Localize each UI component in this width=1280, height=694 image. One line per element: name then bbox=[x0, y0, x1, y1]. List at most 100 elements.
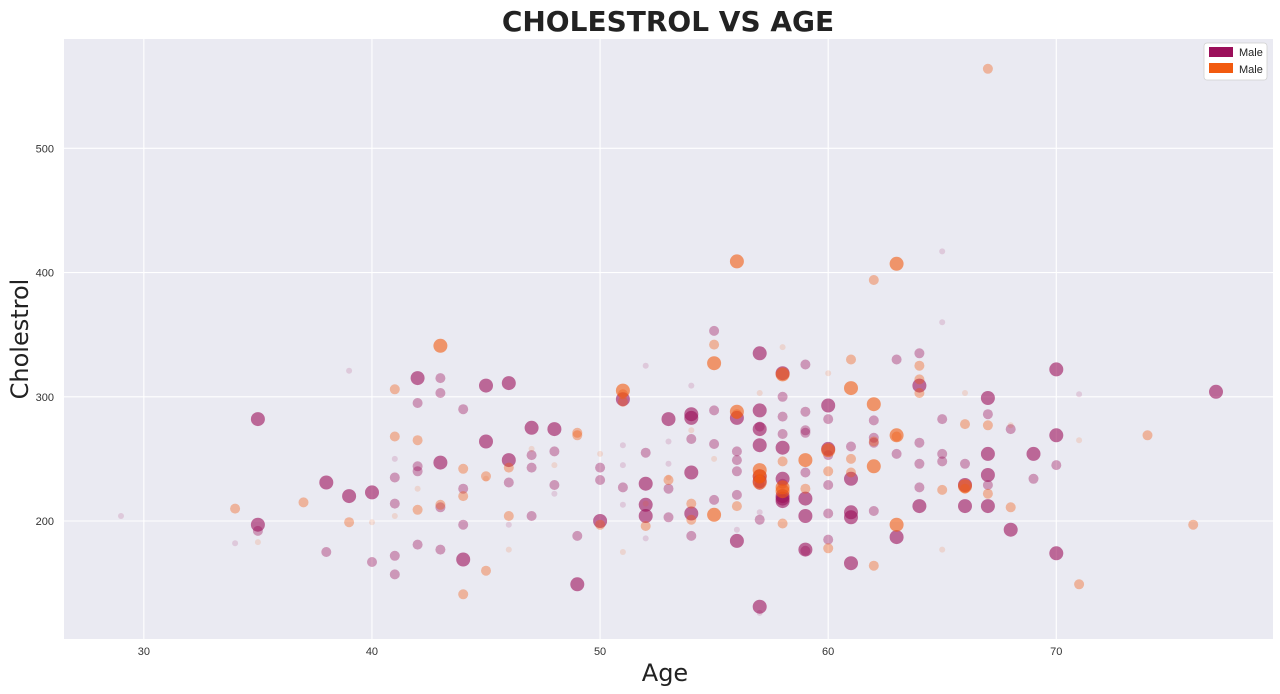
data-point bbox=[593, 514, 608, 528]
data-point bbox=[595, 519, 606, 530]
data-point bbox=[937, 456, 948, 467]
data-point bbox=[889, 256, 904, 271]
data-point bbox=[617, 389, 628, 400]
data-point bbox=[733, 526, 740, 533]
data-point bbox=[617, 482, 628, 493]
data-point bbox=[551, 462, 558, 469]
data-point bbox=[937, 448, 948, 459]
data-point bbox=[367, 557, 377, 567]
data-point bbox=[729, 404, 744, 419]
data-point bbox=[777, 411, 788, 422]
data-point bbox=[549, 480, 560, 490]
data-point bbox=[572, 427, 583, 438]
data-point bbox=[435, 388, 446, 398]
data-point bbox=[980, 391, 995, 405]
data-point bbox=[800, 359, 811, 370]
data-point bbox=[298, 497, 309, 508]
data-point bbox=[891, 448, 902, 459]
data-point bbox=[458, 589, 469, 600]
grid-lines bbox=[64, 39, 1273, 639]
data-point bbox=[389, 384, 400, 395]
data-point bbox=[756, 609, 763, 616]
data-point bbox=[321, 547, 332, 557]
data-point bbox=[389, 431, 400, 442]
data-point bbox=[118, 513, 124, 519]
data-point bbox=[798, 491, 813, 506]
data-point bbox=[962, 390, 968, 396]
data-point bbox=[729, 533, 744, 548]
data-point bbox=[800, 545, 811, 556]
data-point bbox=[798, 453, 813, 468]
series-2 bbox=[230, 63, 1199, 600]
data-point bbox=[914, 360, 925, 371]
data-point bbox=[642, 362, 649, 369]
data-point bbox=[615, 383, 630, 398]
data-point bbox=[254, 539, 261, 546]
y-tick-label: 500 bbox=[36, 143, 54, 155]
x-tick-label: 30 bbox=[138, 646, 150, 658]
data-point bbox=[619, 462, 626, 469]
data-point bbox=[914, 437, 925, 448]
data-point bbox=[642, 500, 649, 507]
data-point bbox=[980, 446, 995, 461]
data-point bbox=[914, 348, 925, 359]
data-point bbox=[752, 422, 767, 437]
data-point bbox=[414, 485, 421, 492]
data-point bbox=[619, 501, 626, 508]
data-point bbox=[483, 475, 489, 482]
data-point bbox=[777, 456, 788, 467]
data-point bbox=[412, 435, 423, 446]
data-point bbox=[250, 517, 265, 532]
data-point bbox=[821, 398, 836, 413]
data-point bbox=[729, 254, 744, 269]
data-point bbox=[640, 447, 651, 458]
legend-label-1: Male bbox=[1239, 47, 1263, 59]
data-point bbox=[597, 450, 604, 457]
data-point bbox=[889, 428, 904, 443]
data-point bbox=[232, 540, 239, 547]
data-point bbox=[433, 455, 448, 470]
data-point bbox=[528, 445, 535, 452]
data-point bbox=[982, 480, 993, 490]
x-tick-label: 70 bbox=[1050, 646, 1062, 658]
data-point bbox=[230, 503, 241, 514]
legend-swatch-1 bbox=[1209, 47, 1233, 57]
data-point bbox=[503, 477, 514, 488]
data-point bbox=[479, 434, 493, 449]
data-point bbox=[777, 429, 788, 439]
data-point bbox=[389, 550, 400, 561]
data-point bbox=[960, 419, 970, 430]
data-point bbox=[250, 412, 265, 427]
data-point bbox=[549, 446, 560, 457]
data-point bbox=[1003, 522, 1018, 537]
data-point bbox=[707, 507, 722, 522]
data-point bbox=[731, 446, 742, 457]
data-point bbox=[731, 409, 742, 420]
data-point bbox=[688, 382, 695, 389]
data-point bbox=[365, 485, 379, 500]
data-point bbox=[481, 565, 491, 576]
data-point bbox=[619, 442, 626, 449]
data-point bbox=[752, 346, 767, 361]
data-point bbox=[823, 466, 834, 477]
y-axis-label: Cholestrol bbox=[6, 279, 34, 400]
data-point bbox=[982, 420, 993, 431]
x-tick-label: 50 bbox=[594, 646, 606, 658]
data-point bbox=[754, 514, 765, 525]
data-point bbox=[756, 390, 763, 396]
data-point bbox=[891, 431, 902, 442]
data-point bbox=[939, 546, 946, 553]
data-point bbox=[456, 552, 471, 567]
data-point bbox=[458, 404, 469, 415]
data-point bbox=[889, 517, 904, 532]
data-point bbox=[960, 483, 970, 494]
data-point bbox=[505, 546, 512, 553]
data-point bbox=[939, 248, 946, 255]
data-point bbox=[617, 396, 628, 407]
data-point bbox=[503, 511, 514, 521]
data-point bbox=[686, 498, 697, 509]
data-point bbox=[982, 409, 993, 420]
data-point bbox=[1049, 428, 1064, 443]
data-point bbox=[342, 489, 357, 504]
